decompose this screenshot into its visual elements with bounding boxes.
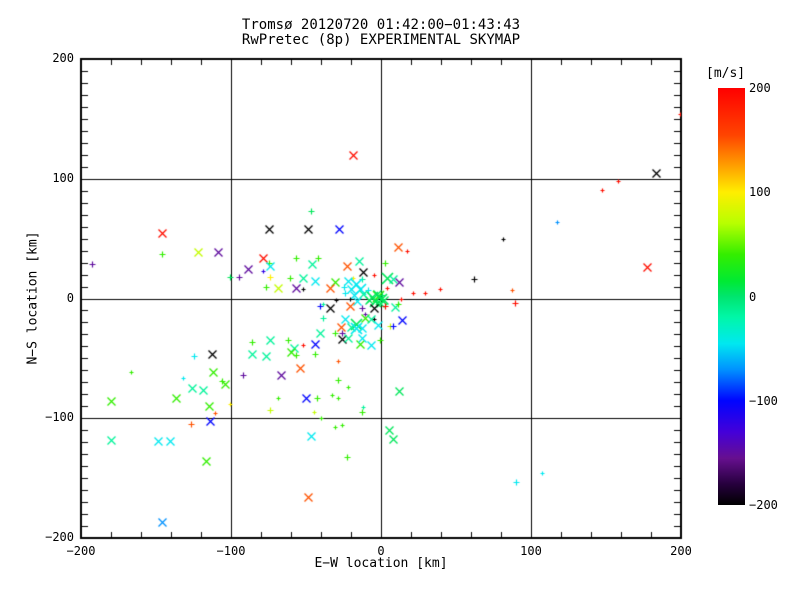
colorbar-tick-label: 0: [749, 289, 757, 304]
colorbar-tick-label: 100: [749, 185, 771, 200]
colorbar-tick-label: −100: [749, 393, 778, 408]
y-tick-label: 0: [66, 290, 74, 305]
x-tick-label: −200: [66, 544, 96, 558]
x-tick-label: 200: [670, 544, 692, 558]
x-axis-label: E−W location [km]: [314, 556, 448, 571]
x-tick-label: 0: [377, 544, 385, 558]
x-tick-label: −100: [216, 544, 246, 558]
colorbar-tick-label: −200: [749, 498, 778, 512]
plot-subtitle: RwPretec (8p) EXPERIMENTAL SKYMAP: [241, 32, 521, 48]
y-tick-label: −200: [45, 530, 74, 544]
colorbar-unit-label: [m/s]: [706, 66, 746, 81]
colorbar-tick-label: 200: [749, 81, 771, 95]
y-tick-label: 200: [52, 51, 74, 65]
y-tick-label: 100: [52, 170, 74, 185]
y-tick-label: −100: [45, 410, 74, 425]
plot-title: Tromsø 20120720 01:42:00−01:43:43: [241, 17, 521, 33]
velocity-colorbar: [718, 88, 745, 505]
x-tick-label: 100: [520, 544, 542, 558]
